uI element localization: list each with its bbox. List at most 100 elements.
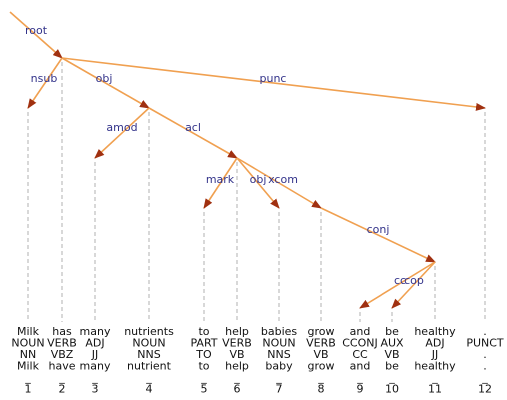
token-form: be	[385, 325, 399, 338]
token-lemma: Milk	[17, 360, 40, 373]
token-form: grow	[308, 325, 335, 338]
edge-label: mark	[206, 173, 235, 186]
token-column: .PUNCT.._12	[466, 325, 504, 396]
token-upos: PART	[190, 337, 217, 350]
token-xpos: JJ	[431, 348, 439, 361]
token-feats: _	[24, 371, 31, 384]
token-form: nutrients	[124, 325, 174, 338]
token-lemma: nutrient	[127, 360, 172, 373]
token-upos: ADJ	[85, 337, 104, 350]
token-feats: _	[200, 371, 207, 384]
dependency-arc	[359, 261, 436, 309]
token-feats: _	[91, 371, 98, 384]
token-feats: _	[317, 371, 324, 384]
token-upos: NOUN	[132, 337, 165, 350]
token-xpos: VB	[229, 348, 244, 361]
token-lemma: help	[225, 360, 249, 373]
token-xpos: NNS	[267, 348, 290, 361]
edge-label: cc	[394, 274, 406, 287]
token-form: many	[80, 325, 111, 338]
token-feats: _	[58, 371, 65, 384]
token-form: babies	[261, 325, 298, 338]
token-feats: _	[388, 371, 395, 384]
token-feats: _	[431, 371, 438, 384]
edge-label: conj	[367, 223, 390, 236]
token-lemma: healthy	[414, 360, 456, 373]
token-form: help	[225, 325, 249, 338]
token-form: and	[350, 325, 371, 338]
dependency-arc	[61, 57, 486, 111]
token-lemma: grow	[308, 360, 335, 373]
token-form: to	[198, 325, 209, 338]
token-index: 8	[318, 383, 325, 396]
token-xpos: TO	[195, 348, 212, 361]
token-lemma: many	[80, 360, 111, 373]
dependency-arc	[391, 261, 436, 309]
dependency-arc	[27, 57, 63, 109]
token-upos: NOUN	[11, 337, 44, 350]
token-upos: PUNCT	[466, 337, 504, 350]
edge-label: nsub	[31, 72, 58, 85]
token-xpos: VB	[313, 348, 328, 361]
root-label: root	[25, 24, 48, 37]
token-upos: CCONJ	[342, 337, 378, 350]
dependency-arc	[94, 107, 150, 159]
token-feats: _	[481, 371, 488, 384]
dependency-arc	[148, 107, 238, 159]
vertical-guides	[27, 62, 486, 322]
token-lemma: .	[483, 360, 487, 373]
token-index: 3	[92, 383, 99, 396]
token-feats: _	[356, 371, 363, 384]
token-xpos: CC	[352, 348, 368, 361]
token-xpos: VBZ	[51, 348, 74, 361]
token-lemma: and	[350, 360, 371, 373]
token-xpos: NNS	[137, 348, 160, 361]
dependency-arc	[203, 157, 238, 209]
dependency-arc	[320, 207, 436, 263]
token-lemma: baby	[265, 360, 293, 373]
token-index: 5	[201, 383, 208, 396]
token-xpos: JJ	[91, 348, 99, 361]
token-index: 12	[478, 383, 492, 396]
edge-label: xcom	[268, 173, 298, 186]
token-index: 6	[234, 383, 241, 396]
token-index: 1	[25, 383, 32, 396]
dependency-arc	[236, 157, 280, 209]
token-feats: _	[233, 371, 240, 384]
edge-label: cop	[404, 274, 424, 287]
token-lemma: have	[49, 360, 76, 373]
token-index: 7	[276, 383, 283, 396]
token-upos: NOUN	[262, 337, 295, 350]
dependency-arc	[61, 57, 150, 109]
token-lemma: be	[385, 360, 399, 373]
edge-label: punc	[260, 72, 287, 85]
token-upos: ADJ	[425, 337, 444, 350]
token-form: Milk	[17, 325, 40, 338]
edge-label: amod	[106, 121, 137, 134]
token-upos: AUX	[380, 337, 404, 350]
token-form: has	[52, 325, 72, 338]
token-form: .	[483, 325, 487, 338]
token-feats: _	[145, 371, 152, 384]
token-index: 9	[357, 383, 364, 396]
dependency-arc	[236, 157, 322, 209]
dependency-edges	[27, 57, 486, 309]
token-upos: VERB	[222, 337, 252, 350]
token-lemma: to	[198, 360, 209, 373]
token-form: healthy	[414, 325, 456, 338]
token-index: 10	[385, 383, 399, 396]
token-feats: _	[275, 371, 282, 384]
token-index: 2	[59, 383, 66, 396]
token-index: 11	[428, 383, 442, 396]
token-upos: VERB	[47, 337, 77, 350]
